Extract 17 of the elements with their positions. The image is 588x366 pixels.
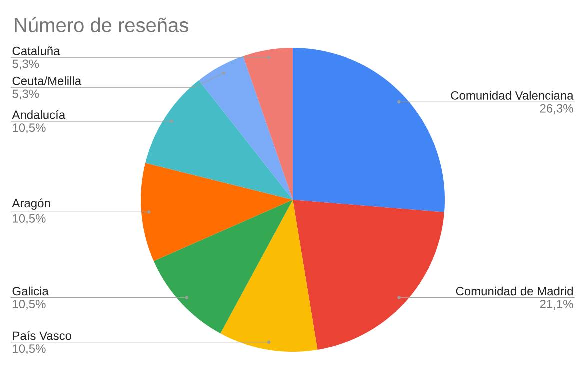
data-label: 10,5% <box>13 344 46 354</box>
slice-label: Ceuta/Melilla <box>12 76 82 86</box>
slice-label: Comunidad de Madrid <box>456 286 573 296</box>
slice-label: País Vasco <box>13 331 72 340</box>
slice-label: Cataluña <box>12 46 60 56</box>
chart-title: Número de reseñas <box>15 18 188 32</box>
slice-label: Aragón <box>12 198 50 210</box>
data-label: 10,5% <box>13 124 46 134</box>
data-label: 10,5% <box>13 300 46 310</box>
data-label: 5,3% <box>12 90 40 100</box>
slice-label: Andalucía <box>12 110 66 120</box>
data-label: 21,1% <box>540 300 574 310</box>
data-label: 10,5% <box>13 214 46 224</box>
slice-label: Galicia <box>12 286 49 296</box>
data-label: 5,3% <box>12 60 40 70</box>
data-label: 26,3% <box>540 104 574 114</box>
slice-label: Comunidad Valenciana <box>451 91 574 100</box>
